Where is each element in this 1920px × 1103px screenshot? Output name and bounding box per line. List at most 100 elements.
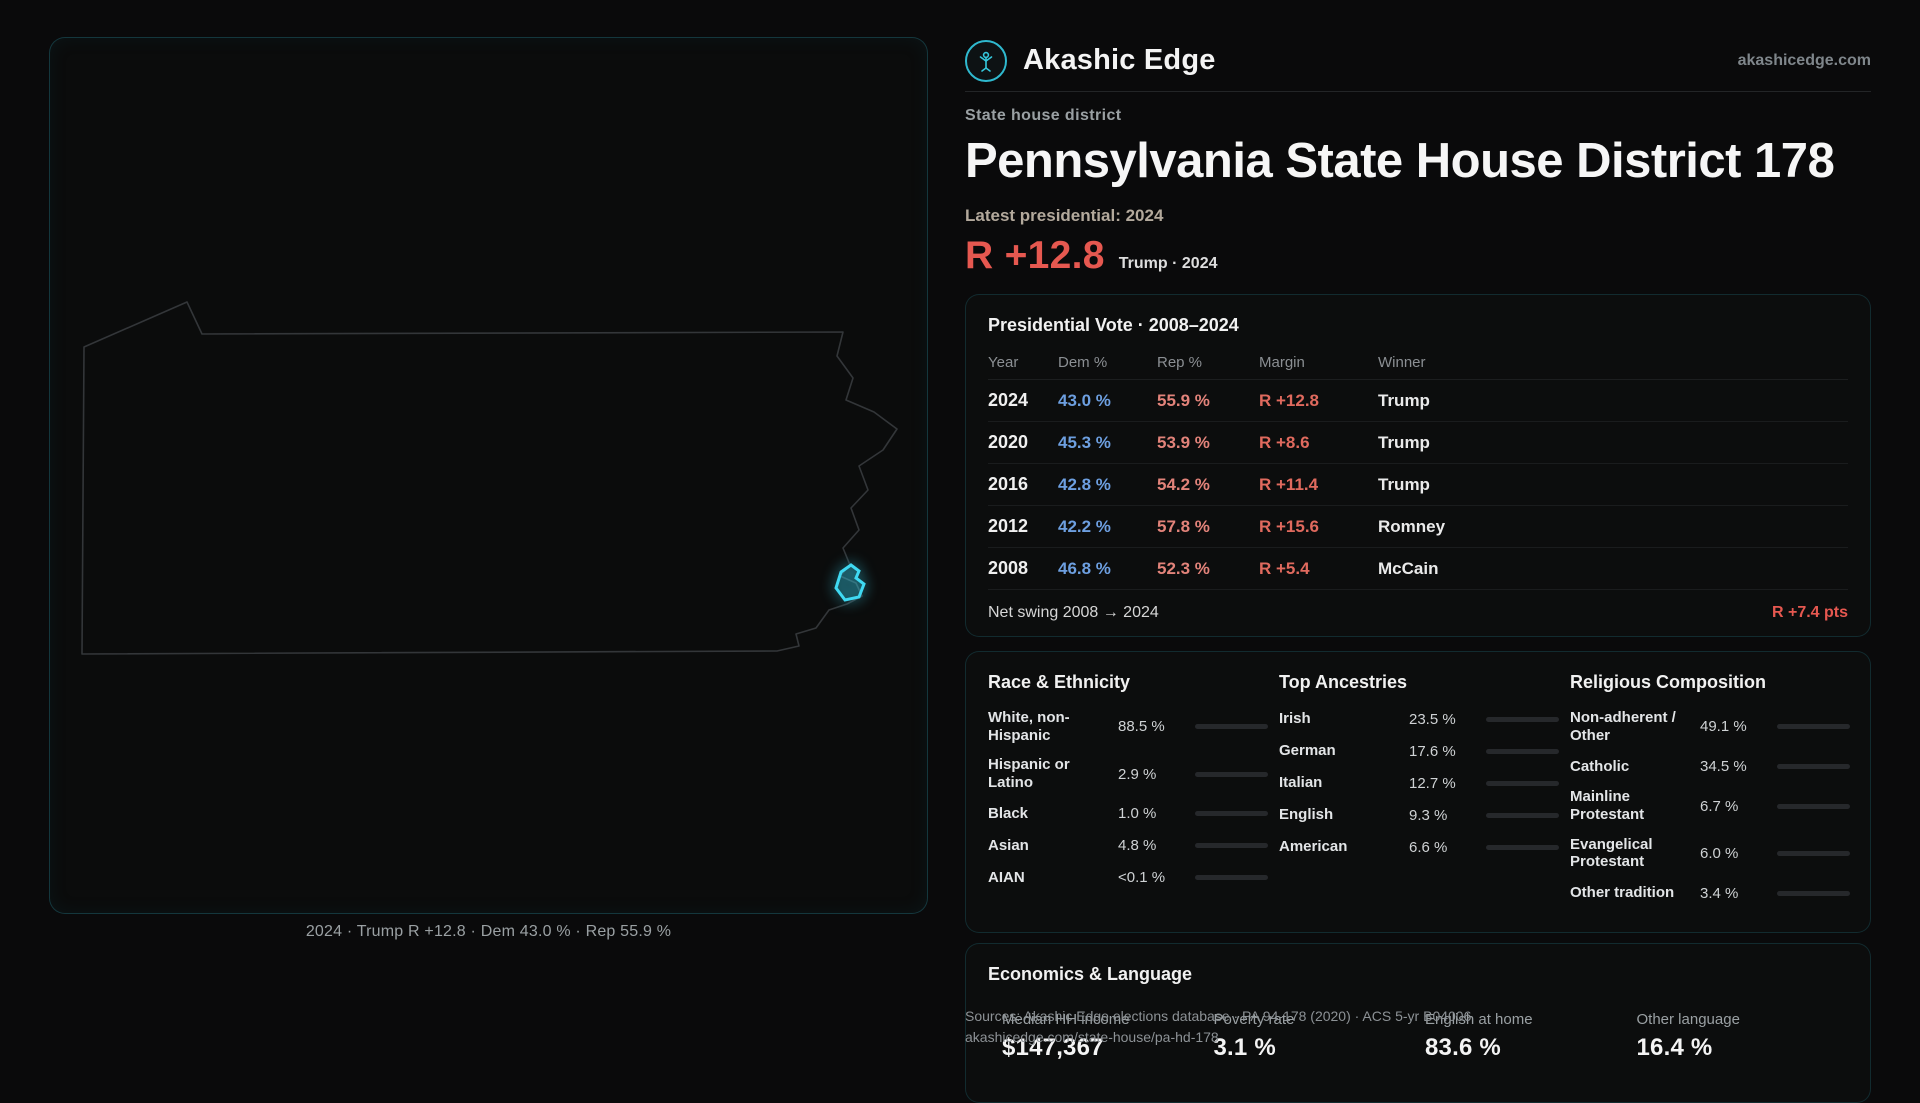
cell-year: 2016 [988,474,1029,494]
col-rep: Rep % [1157,354,1203,371]
stat-label: Catholic [1570,757,1630,775]
stat-row: Irish 23.5 % [1279,709,1559,729]
stat-bar [1195,843,1268,849]
religion-section: Religious Composition Non-adherent / Oth… [1570,672,1850,903]
cell-margin: R +8.6 [1259,432,1310,452]
presidential-vote-card: Presidential Vote · 2008–2024 Year Dem %… [965,294,1871,637]
stat-bar [1195,811,1268,817]
stat-label: Mainline Protestant [1570,788,1645,824]
stat-value: 49.1 % [1700,718,1747,736]
stat-label: AIAN [988,868,1025,886]
footer-sources: Sources: Akashic Edge elections database… [965,1006,1665,1048]
headline-margin-value: R +12.8 [965,234,1105,277]
stat-english-at-home: English at home 83.6 % [1425,1011,1637,1062]
stat-row: Hispanic or Latino 2.9 % [988,756,1268,791]
stat-value: 88.5 % [1118,718,1165,736]
stat-bar [1195,875,1268,881]
stat-bar [1777,724,1850,730]
stat-value: 6.7 % [1700,797,1739,815]
cell-dem: 42.8 % [1058,474,1111,494]
ancestries-section-title: Top Ancestries [1279,672,1408,692]
table-header-row: Year Dem % Rep % Margin Winner [988,346,1848,380]
race-ethnicity-section: Race & Ethnicity White, non-Hispanic 88.… [988,672,1268,903]
cell-year: 2020 [988,432,1029,452]
stat-row: Italian 12.7 % [1279,773,1559,793]
stat-row: White, non-Hispanic 88.5 % [988,709,1268,744]
stat-bar [1486,844,1559,850]
stat-value: 16.4 % [1636,1034,1713,1061]
net-swing-label: Net swing 2008 → 2024 [988,604,1159,621]
cell-winner: McCain [1378,558,1439,578]
stat-bar [1486,812,1559,818]
stat-row: Black 1.0 % [988,804,1268,824]
cell-margin: R +12.8 [1259,390,1320,410]
net-swing-value: R +7.4 pts [1771,604,1848,621]
economics-stats-row: Median HH income $147,367 Poverty rate 3… [988,1011,1848,1062]
stat-label: Black [988,804,1029,822]
stat-row: Mainline Protestant 6.7 % [1570,788,1850,823]
kicker-label: State house district [965,107,1122,124]
stat-bar [1777,763,1850,769]
stat-other-language: Other language 16.4 % [1637,1011,1849,1062]
table-row: 2012 42.2 % 57.8 % R +15.6 Romney [988,506,1848,548]
stat-row: Evangelical Protestant 6.0 % [1570,836,1850,871]
stat-value: 9.3 % [1409,806,1448,824]
cell-rep: 55.9 % [1157,390,1210,410]
stat-value: 83.6 % [1425,1034,1501,1061]
col-margin: Margin [1259,354,1305,371]
stat-value: 3.1 % [1213,1034,1276,1061]
cell-dem: 46.8 % [1058,558,1111,578]
table-row: 2008 46.8 % 52.3 % R +5.4 McCain [988,548,1848,590]
headline-margin-context: Trump · 2024 [1118,255,1218,272]
logo-figure-icon [979,51,993,72]
col-year: Year [988,354,1019,371]
cell-margin: R +15.6 [1259,516,1320,536]
stat-label: Italian [1279,774,1323,792]
stat-value: $147,367 [1002,1034,1104,1061]
stat-label: Poverty rate [1213,1011,1295,1028]
stat-poverty-rate: Poverty rate 3.1 % [1214,1011,1426,1062]
stat-label: Non-adherent / Other [1570,709,1676,744]
stat-row: Other tradition 3.4 % [1570,883,1850,903]
akashic-edge-logo [965,39,1007,82]
stat-label: Other tradition [1570,884,1675,902]
permalink-url[interactable]: akashicedge.com/state-house/pa-hd-178 [965,1029,1219,1045]
economics-card-title: Economics & Language [988,964,1193,984]
stat-value: <0.1 % [1118,869,1166,887]
stat-value: 6.6 % [1409,838,1448,856]
pennsylvania-map [81,301,898,655]
table-row: 2024 43.0 % 55.9 % R +12.8 Trump [988,380,1848,422]
stat-bar [1486,780,1559,786]
stat-label: Asian [988,836,1029,854]
brand-name: Akashic Edge [1023,44,1216,76]
pennsylvania-outline [81,301,898,655]
economics-card: Economics & Language Median HH income $1… [965,943,1871,1103]
stat-bar [1195,771,1268,777]
stat-label: German [1279,742,1336,760]
stat-bar [1486,716,1559,722]
sources-line: Sources: Akashic Edge elections database… [965,1008,1472,1024]
site-header: Akashic Edge akashicedge.com [965,30,1871,92]
cell-rep: 53.9 % [1157,432,1210,452]
stat-label: Median HH income [1002,1011,1130,1028]
stat-row: German 17.6 % [1279,741,1559,761]
district-178-shape[interactable] [834,563,866,602]
stat-label: Other language [1636,1011,1740,1028]
stat-bar [1777,803,1850,809]
race-section-title: Race & Ethnicity [988,672,1131,692]
map-caption: 2024 · Trump R +12.8 · Dem 43.0 % · Rep … [305,923,672,940]
stat-row: American 6.6 % [1279,837,1559,857]
page-title: Pennsylvania State House District 178 [965,134,1835,188]
stat-bar [1195,724,1268,730]
stat-median-income: Median HH income $147,367 [1002,1011,1214,1062]
stat-row: Catholic 34.5 % [1570,756,1850,776]
cell-year: 2024 [988,390,1029,410]
stat-label: English [1279,806,1334,824]
stat-value: 1.0 % [1118,805,1157,823]
stat-row: Asian 4.8 % [988,836,1268,856]
cell-year: 2012 [988,516,1029,536]
religion-section-title: Religious Composition [1570,672,1766,692]
cell-rep: 57.8 % [1157,516,1210,536]
ancestries-section: Top Ancestries Irish 23.5 % German 17.6 … [1279,672,1559,903]
brand-domain-link[interactable]: akashicedge.com [1737,51,1871,69]
